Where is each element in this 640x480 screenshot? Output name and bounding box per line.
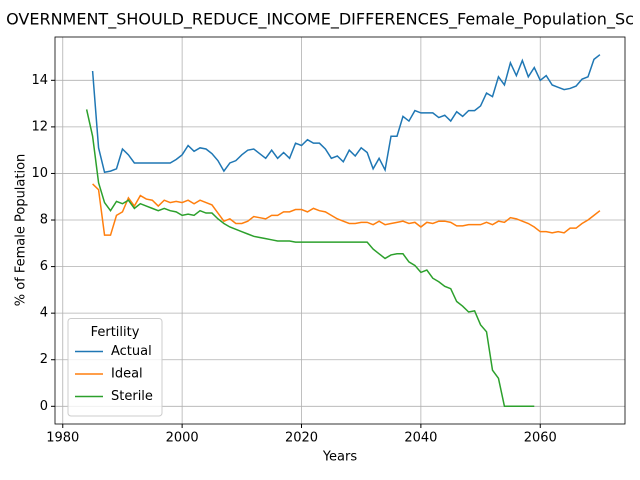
plot-frame [54,36,626,425]
legend: Fertility Actual Ideal Sterile [67,318,163,417]
x-tick-label: 2020 [285,431,318,446]
legend-title: Fertility [91,325,140,340]
y-tick-label: 6 [40,259,48,274]
legend-label: Actual [111,344,152,359]
series-line [92,183,601,236]
x-tick-label: 2040 [404,431,437,446]
chart-title: OVERNMENT_SHOULD_REDUCE_INCOME_DIFFERENC… [6,10,634,30]
y-tick-label: 2 [40,352,48,367]
legend-label: Ideal [111,367,143,382]
series-line [85,109,535,408]
x-tick-label: 2000 [166,431,199,446]
y-tick-label: 12 [31,119,48,134]
legend-label: Sterile [111,389,153,404]
y-tick-label: 10 [31,166,48,181]
y-tick-label: 8 [40,213,48,228]
x-axis-label: Years [322,450,358,465]
y-tick-label: 0 [40,399,48,414]
y-tick-label: 14 [31,73,48,88]
y-tick-label: 4 [40,306,48,321]
series-line [91,54,601,174]
x-tick-label: 1980 [46,431,79,446]
x-tick-label: 2060 [524,431,557,446]
y-axis-label: % of Female Population [14,154,29,307]
legend-box [67,318,163,417]
